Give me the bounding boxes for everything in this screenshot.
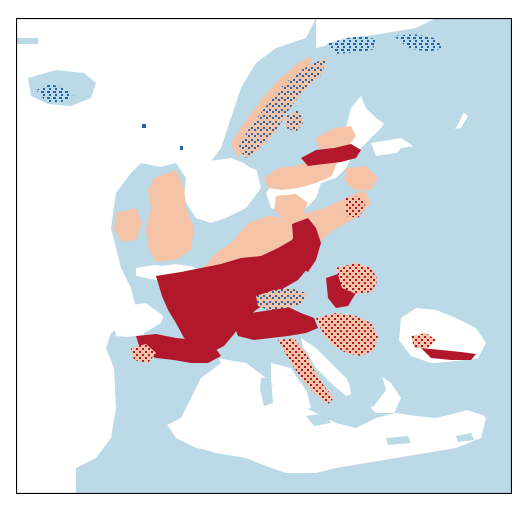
atlantic-ocean <box>16 18 316 468</box>
scandinavia <box>221 36 476 173</box>
speckle-italy <box>278 338 334 404</box>
class-blue <box>36 34 444 310</box>
light-red-britain <box>146 170 194 262</box>
black-sea <box>399 308 486 363</box>
light-red-south-sweden <box>274 194 308 220</box>
map-frame <box>16 18 512 494</box>
speckle-east <box>336 263 378 294</box>
speckle-baltic-east <box>346 196 366 218</box>
dark-red-france <box>156 220 316 352</box>
small-features <box>16 38 183 150</box>
speckle-iberia-north <box>131 344 156 363</box>
speckle-balkans <box>316 313 378 356</box>
dark-red-poland <box>292 218 321 272</box>
blue-iceland <box>36 84 74 102</box>
russia <box>371 128 512 318</box>
light-red-ireland <box>114 208 142 242</box>
tyrrhenian-sea <box>271 363 311 410</box>
mediterranean-sea <box>166 358 486 473</box>
dark-red-alps <box>231 306 318 340</box>
class-mixed-speckled <box>131 196 436 404</box>
balkans <box>346 366 386 410</box>
faroe-speck <box>142 124 146 128</box>
gulf-of-finland <box>371 138 416 156</box>
dark-red-pyrenees <box>136 334 221 363</box>
top-left-coast <box>16 38 38 44</box>
adriatic-sea <box>301 338 354 396</box>
sicily <box>306 413 331 426</box>
class-dark-red <box>136 144 476 363</box>
light-red-finland <box>316 126 356 150</box>
dark-red-baltic-strip <box>301 144 361 166</box>
north-africa <box>76 438 512 494</box>
sardinia <box>260 378 273 406</box>
dark-red-black-sea-coast <box>421 348 476 360</box>
speckle-anatolia-coast <box>411 333 436 348</box>
europe-habitat-map <box>16 18 512 494</box>
blue-alps <box>256 288 306 310</box>
map-border <box>16 18 512 494</box>
cyprus <box>456 433 474 442</box>
crete <box>386 436 411 445</box>
blue-finland-north <box>394 34 444 52</box>
blue-north-norway <box>326 36 378 54</box>
north-sea <box>166 158 261 223</box>
shetland-speck <box>180 146 183 150</box>
blue-norway-mid <box>286 110 304 132</box>
light-red-baltic-east <box>344 166 378 190</box>
blue-scandinavia <box>238 58 326 158</box>
anatolia <box>404 353 512 418</box>
